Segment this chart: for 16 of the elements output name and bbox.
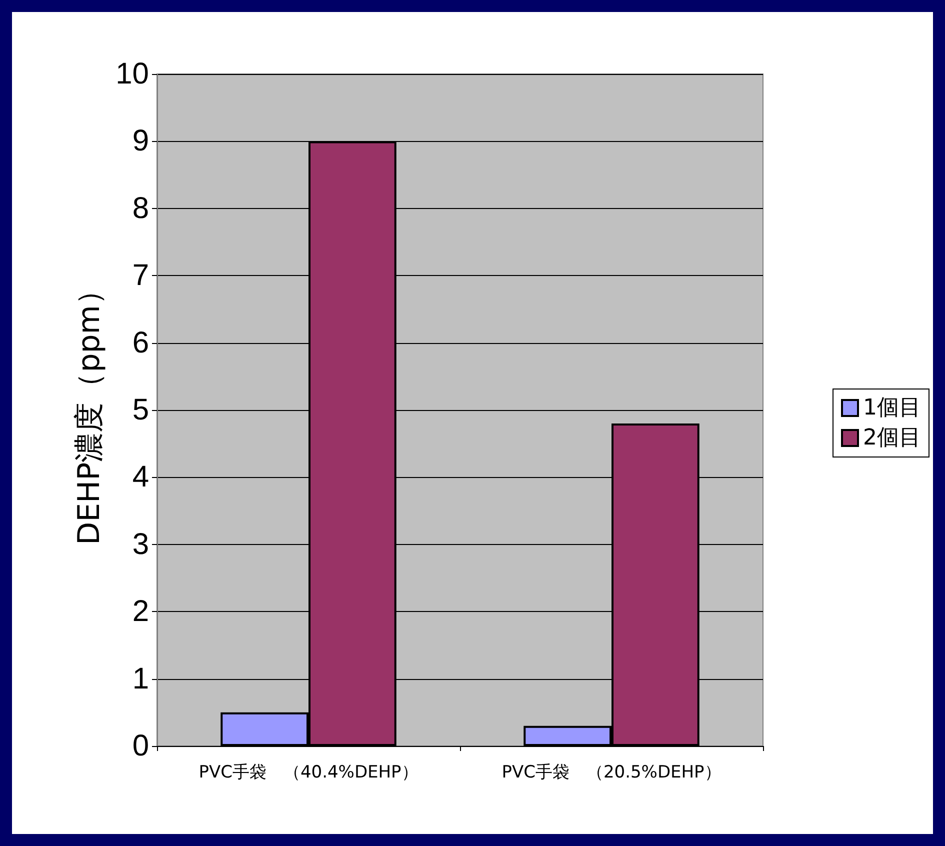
y-tick-label: 6: [132, 326, 149, 360]
legend-label: 1個目: [863, 396, 922, 420]
y-axis-title: DEHP濃度（ppm）: [72, 274, 108, 546]
y-tick-label: 10: [116, 58, 149, 90]
y-tick-label: 7: [132, 259, 149, 292]
legend-label: 2個目: [863, 426, 922, 450]
y-tick-label: 5: [132, 394, 149, 426]
y-tick-label: 8: [132, 192, 149, 225]
x-tick-label: PVC手袋 （40.4%DEHP）: [198, 762, 418, 782]
y-tick-label: 9: [132, 124, 149, 158]
y-tick-label: 3: [132, 528, 149, 561]
y-tick-label: 1: [132, 662, 149, 696]
y-tick-label: 0: [132, 730, 149, 762]
x-tick-label: PVC手袋 （20.5%DEHP）: [502, 762, 722, 782]
y-tick-label: 2: [132, 595, 149, 628]
y-tick-label: 4: [132, 460, 149, 494]
